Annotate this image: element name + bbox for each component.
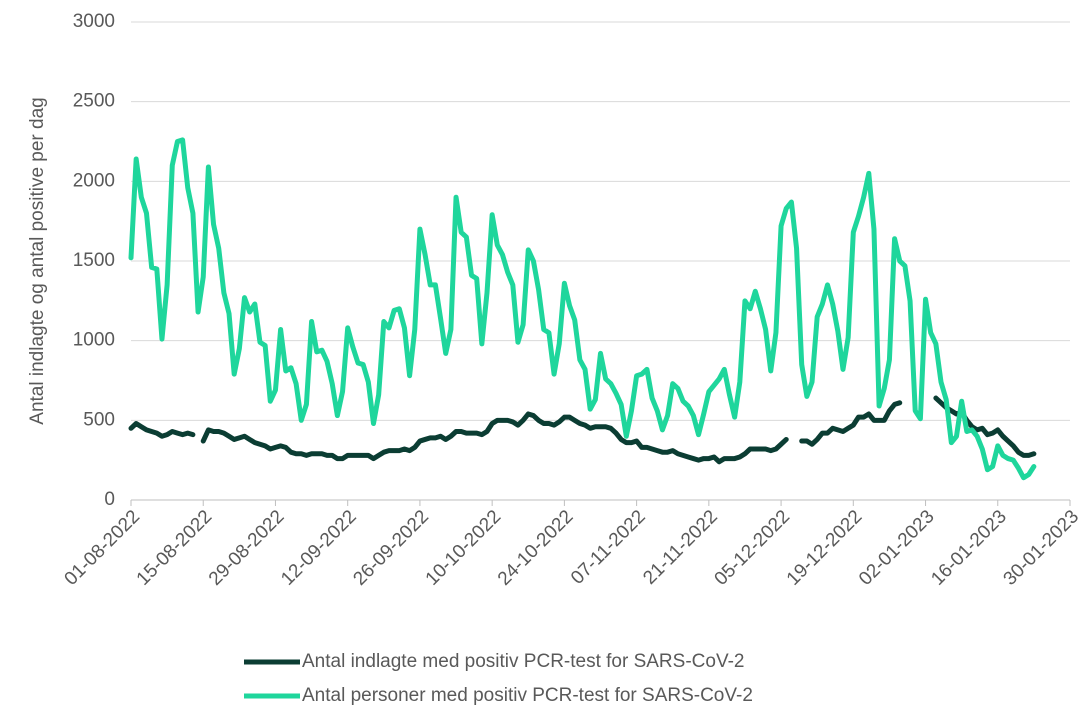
data-line: [128, 137, 1037, 481]
y-tick-label: 0: [104, 489, 115, 510]
y-tick-label: 2000: [73, 170, 115, 191]
x-tick-label: 12-09-2022: [277, 506, 361, 590]
data-line: [128, 395, 1037, 465]
legend-label: Antal personer med positiv PCR-test for …: [302, 685, 753, 706]
x-tick-label: 21-11-2022: [639, 506, 722, 589]
y-tick-label: 500: [83, 409, 115, 430]
x-tick-label: 16-01-2023: [927, 506, 1011, 590]
y-tick-label: 1500: [73, 250, 115, 271]
x-tick-label: 05-12-2022: [711, 506, 795, 590]
x-tick-label: 07-11-2022: [567, 506, 650, 589]
x-tick-label: 02-01-2023: [855, 506, 939, 590]
x-tick-label: 24-10-2022: [494, 506, 578, 590]
x-tick-label: 26-09-2022: [349, 506, 433, 590]
x-tick-label: 30-01-2023: [999, 506, 1079, 590]
x-tick-label: 01-08-2022: [60, 506, 144, 590]
y-tick-label: 2500: [73, 91, 115, 112]
y-tick-label: 1000: [73, 330, 115, 351]
x-tick-label: 19-12-2022: [783, 506, 867, 590]
legend-label: Antal indlagte med positiv PCR-test for …: [302, 651, 744, 672]
y-tick-label: 3000: [73, 11, 115, 32]
y-axis-label: Antal indlagte og antal positive per dag: [27, 97, 48, 424]
x-tick-label: 29-08-2022: [205, 506, 289, 590]
x-tick-label: 10-10-2022: [422, 506, 506, 590]
x-tick-label: 15-08-2022: [133, 506, 217, 590]
